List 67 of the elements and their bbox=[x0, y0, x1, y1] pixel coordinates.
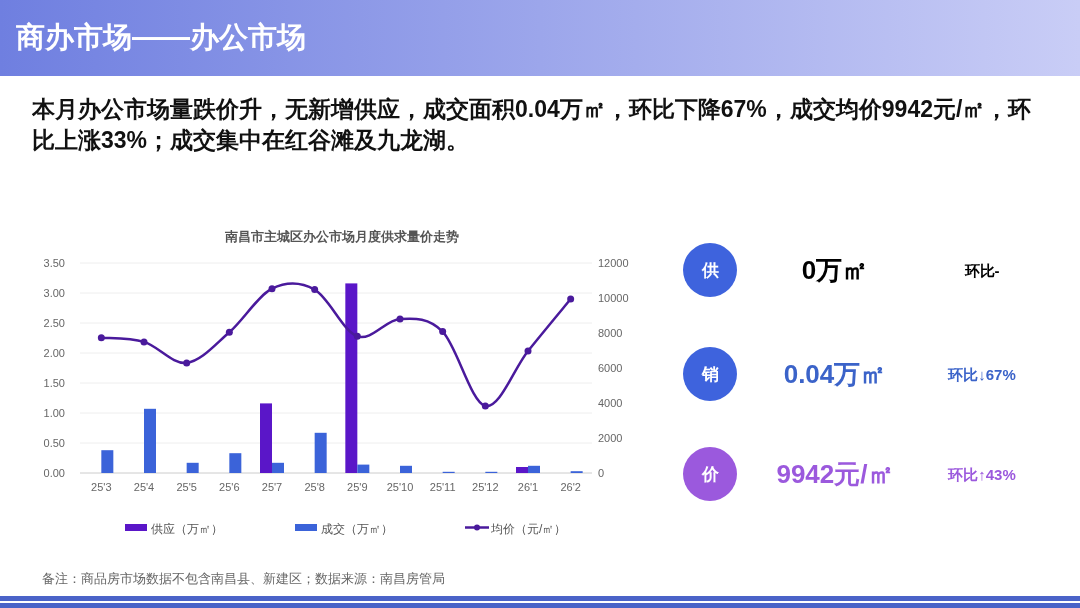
x-tick-label: 25'6 bbox=[219, 481, 240, 493]
text: 环比↑43% bbox=[947, 466, 1016, 483]
x-tick-label: 26'1 bbox=[517, 481, 539, 493]
y-tick-label: 0.00 bbox=[43, 467, 65, 479]
point bbox=[524, 347, 532, 355]
text: 环比↓67% bbox=[947, 366, 1016, 383]
point bbox=[353, 332, 361, 340]
y2-tick-label: 0 bbox=[598, 467, 605, 479]
x-tick-label: 26'2 bbox=[560, 481, 581, 493]
x-tick-label: 25'9 bbox=[347, 481, 368, 493]
y-tick-label: 3.00 bbox=[43, 287, 65, 299]
x-tick-label: 25'3 bbox=[91, 481, 112, 493]
text: 价 bbox=[700, 465, 720, 484]
text: 0.04万㎡ bbox=[783, 359, 887, 389]
point bbox=[268, 285, 276, 293]
x-tick-label: 25'4 bbox=[133, 481, 155, 493]
bar bbox=[229, 453, 242, 473]
x-tick-label: 25'10 bbox=[386, 481, 414, 493]
text: 销 bbox=[700, 365, 719, 384]
bar bbox=[400, 465, 412, 473]
point bbox=[481, 402, 489, 410]
y2-tick-label: 2000 bbox=[598, 432, 623, 444]
bar bbox=[101, 450, 114, 473]
bar bbox=[186, 462, 199, 473]
x-tick-label: 25'11 bbox=[429, 481, 456, 493]
y2-tick-label: 12000 bbox=[598, 257, 629, 269]
text: 9942元/㎡ bbox=[776, 459, 894, 489]
y-tick-label: 3.50 bbox=[43, 257, 65, 269]
y-tick-label: 1.50 bbox=[43, 377, 65, 389]
point bbox=[183, 359, 191, 367]
text: 供 bbox=[700, 261, 719, 280]
legend-label: 成交（万㎡） bbox=[321, 522, 393, 536]
point bbox=[140, 338, 148, 346]
y-tick-label: 2.50 bbox=[43, 317, 65, 329]
text: 商办市场——办公市场 bbox=[15, 21, 306, 53]
y-tick-label: 0.50 bbox=[43, 437, 65, 449]
y2-tick-label: 10000 bbox=[598, 292, 629, 304]
y2-tick-label: 6000 bbox=[598, 362, 623, 374]
point bbox=[396, 315, 404, 323]
chart-subtitle: 本月办公市场量跌价升，无新增供应，成交面积0.04万㎡，环比下降67%，成交均价9942元/㎡，环比上涨33%；成交集中在红谷滩及九龙湖。 bbox=[32, 95, 1033, 155]
point bbox=[311, 286, 319, 294]
y2-tick-label: 4000 bbox=[598, 397, 623, 409]
legend-label: 均价（元/㎡） bbox=[490, 522, 567, 536]
x-tick-label: 25'12 bbox=[472, 481, 499, 493]
bar bbox=[260, 403, 272, 473]
text: 0万㎡ bbox=[801, 255, 869, 285]
point bbox=[97, 334, 105, 342]
x-tick-label: 25'5 bbox=[176, 481, 197, 493]
bar bbox=[528, 465, 540, 473]
y-tick-label: 1.00 bbox=[43, 407, 65, 419]
x-tick-label: 25'8 bbox=[304, 481, 325, 493]
bar bbox=[272, 462, 284, 473]
bar bbox=[345, 283, 358, 473]
legend-label: 供应（万㎡） bbox=[151, 522, 223, 536]
bar bbox=[357, 464, 370, 473]
x-tick-label: 25'7 bbox=[261, 481, 283, 493]
bar bbox=[144, 408, 156, 473]
bar bbox=[314, 432, 327, 473]
point bbox=[439, 328, 447, 336]
text: 备注：商品房市场数据不包含南昌县、新建区；数据来源：南昌房管局 bbox=[42, 571, 445, 586]
y2-tick-label: 8000 bbox=[598, 327, 623, 339]
point bbox=[567, 295, 575, 303]
chart-title: 南昌市主城区办公市场月度供求量价走势 bbox=[224, 229, 459, 244]
y-tick-label: 2.00 bbox=[43, 347, 65, 359]
point bbox=[225, 328, 233, 336]
bar bbox=[516, 467, 528, 473]
text: 环比- bbox=[963, 262, 1000, 279]
